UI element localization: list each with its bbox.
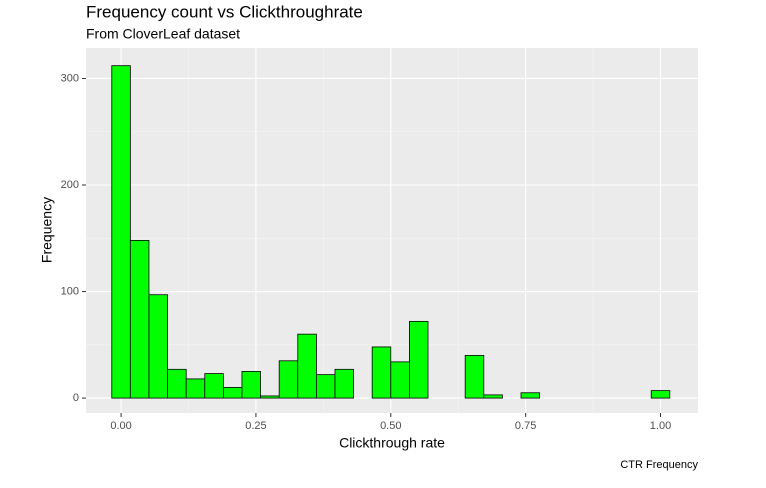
bar xyxy=(129,240,150,399)
bar xyxy=(315,374,336,399)
bar xyxy=(204,373,224,399)
plot-panel xyxy=(86,48,698,413)
bar xyxy=(185,378,206,399)
bar xyxy=(297,333,317,399)
x-tick-label: 0.75 xyxy=(515,420,536,432)
bar xyxy=(148,294,168,399)
bar xyxy=(334,368,354,399)
caption: CTR Frequency xyxy=(620,459,698,471)
bar xyxy=(222,387,243,399)
y-tick-label: 0 xyxy=(73,392,79,404)
bar xyxy=(167,368,187,399)
y-tick-label: 300 xyxy=(61,72,79,84)
bar xyxy=(390,361,410,399)
bar xyxy=(520,392,541,399)
x-axis-title: Clickthrough rate xyxy=(339,435,445,451)
y-tick-label: 100 xyxy=(61,285,79,297)
chart-subtitle: From CloverLeaf dataset xyxy=(86,26,240,42)
bar xyxy=(111,65,131,399)
y-axis-title: Frequency xyxy=(39,197,55,263)
x-tick-label: 1.00 xyxy=(650,420,671,432)
bar xyxy=(278,360,299,399)
x-tick-label: 0.50 xyxy=(380,420,401,432)
bar xyxy=(483,394,503,399)
bar xyxy=(260,395,280,399)
bar xyxy=(650,390,671,399)
bar xyxy=(464,355,485,399)
bar xyxy=(408,320,429,399)
bar xyxy=(371,346,392,399)
x-tick-label: 0.00 xyxy=(110,420,131,432)
chart-title: Frequency count vs Clickthroughrate xyxy=(86,2,363,21)
x-tick-label: 0.25 xyxy=(245,420,266,432)
y-tick-label: 200 xyxy=(61,179,79,191)
bar xyxy=(241,371,261,399)
